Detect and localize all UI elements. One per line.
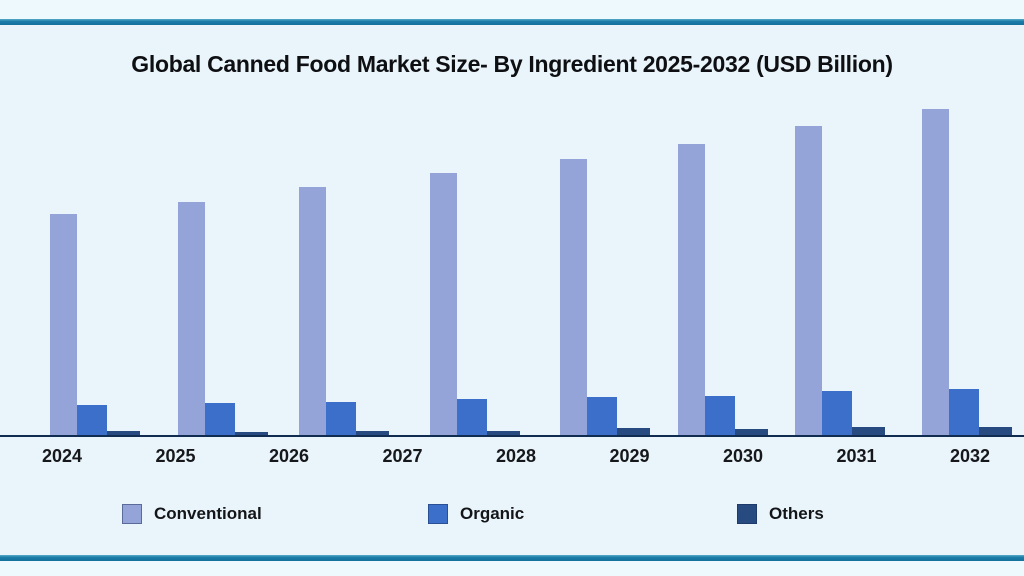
bar-organic-g5 bbox=[587, 397, 617, 436]
bar-organic-g8 bbox=[949, 389, 979, 436]
legend-label-organic: Organic bbox=[460, 504, 525, 523]
bar-conventional-g4 bbox=[430, 173, 457, 436]
chart-title: Global Canned Food Market Size- By Ingre… bbox=[131, 51, 893, 77]
bar-conventional-g2 bbox=[178, 202, 205, 436]
bar-others-g5 bbox=[617, 428, 650, 436]
bar-conventional-g8 bbox=[922, 109, 949, 436]
bar-conventional-g6 bbox=[678, 144, 705, 436]
bar-conventional-g3 bbox=[299, 187, 326, 436]
x-tick-label-2026: 2026 bbox=[268, 446, 310, 466]
x-tick-label-2027: 2027 bbox=[382, 446, 423, 466]
bar-conventional-g1 bbox=[50, 214, 77, 436]
bar-organic-g4 bbox=[457, 399, 487, 436]
bar-organic-g1 bbox=[77, 405, 107, 436]
legend-item-conventional: Conventional bbox=[122, 504, 262, 524]
bar-others-g3 bbox=[356, 431, 389, 436]
x-tick-label-2031: 2031 bbox=[836, 446, 877, 466]
x-tick-label-2024: 2024 bbox=[41, 446, 83, 466]
header-strip bbox=[0, 0, 1024, 19]
bar-others-g2 bbox=[235, 432, 268, 436]
legend-swatch-conventional bbox=[122, 504, 142, 524]
bar-others-g7 bbox=[852, 427, 885, 436]
top-accent-bar bbox=[0, 19, 1024, 25]
x-tick-label-2032: 2032 bbox=[949, 446, 991, 466]
footer-strip bbox=[0, 561, 1024, 576]
bar-others-g8 bbox=[979, 427, 1012, 436]
x-tick-label-2028: 2028 bbox=[495, 446, 537, 466]
bar-organic-g3 bbox=[326, 402, 356, 436]
legend-item-organic: Organic bbox=[428, 504, 524, 524]
x-axis-line bbox=[0, 435, 1024, 437]
x-tick-label-2025: 2025 bbox=[155, 446, 196, 466]
x-tick-label-2030: 2030 bbox=[722, 446, 764, 466]
bar-organic-g2 bbox=[205, 403, 235, 436]
x-tick-label-2029: 2029 bbox=[609, 446, 650, 466]
legend-item-others: Others bbox=[737, 504, 824, 524]
bar-conventional-g5 bbox=[560, 159, 587, 436]
bar-organic-g6 bbox=[705, 396, 735, 436]
legend-label-others: Others bbox=[769, 504, 824, 523]
bar-others-g6 bbox=[735, 429, 768, 436]
legend-swatch-others bbox=[737, 504, 757, 524]
legend-swatch-organic bbox=[428, 504, 448, 524]
bar-others-g4 bbox=[487, 431, 520, 436]
bar-organic-g7 bbox=[822, 391, 852, 436]
bottom-accent-bar bbox=[0, 555, 1024, 561]
bar-others-g1 bbox=[107, 431, 140, 436]
legend-label-conventional: Conventional bbox=[154, 504, 262, 523]
bar-conventional-g7 bbox=[795, 126, 822, 436]
